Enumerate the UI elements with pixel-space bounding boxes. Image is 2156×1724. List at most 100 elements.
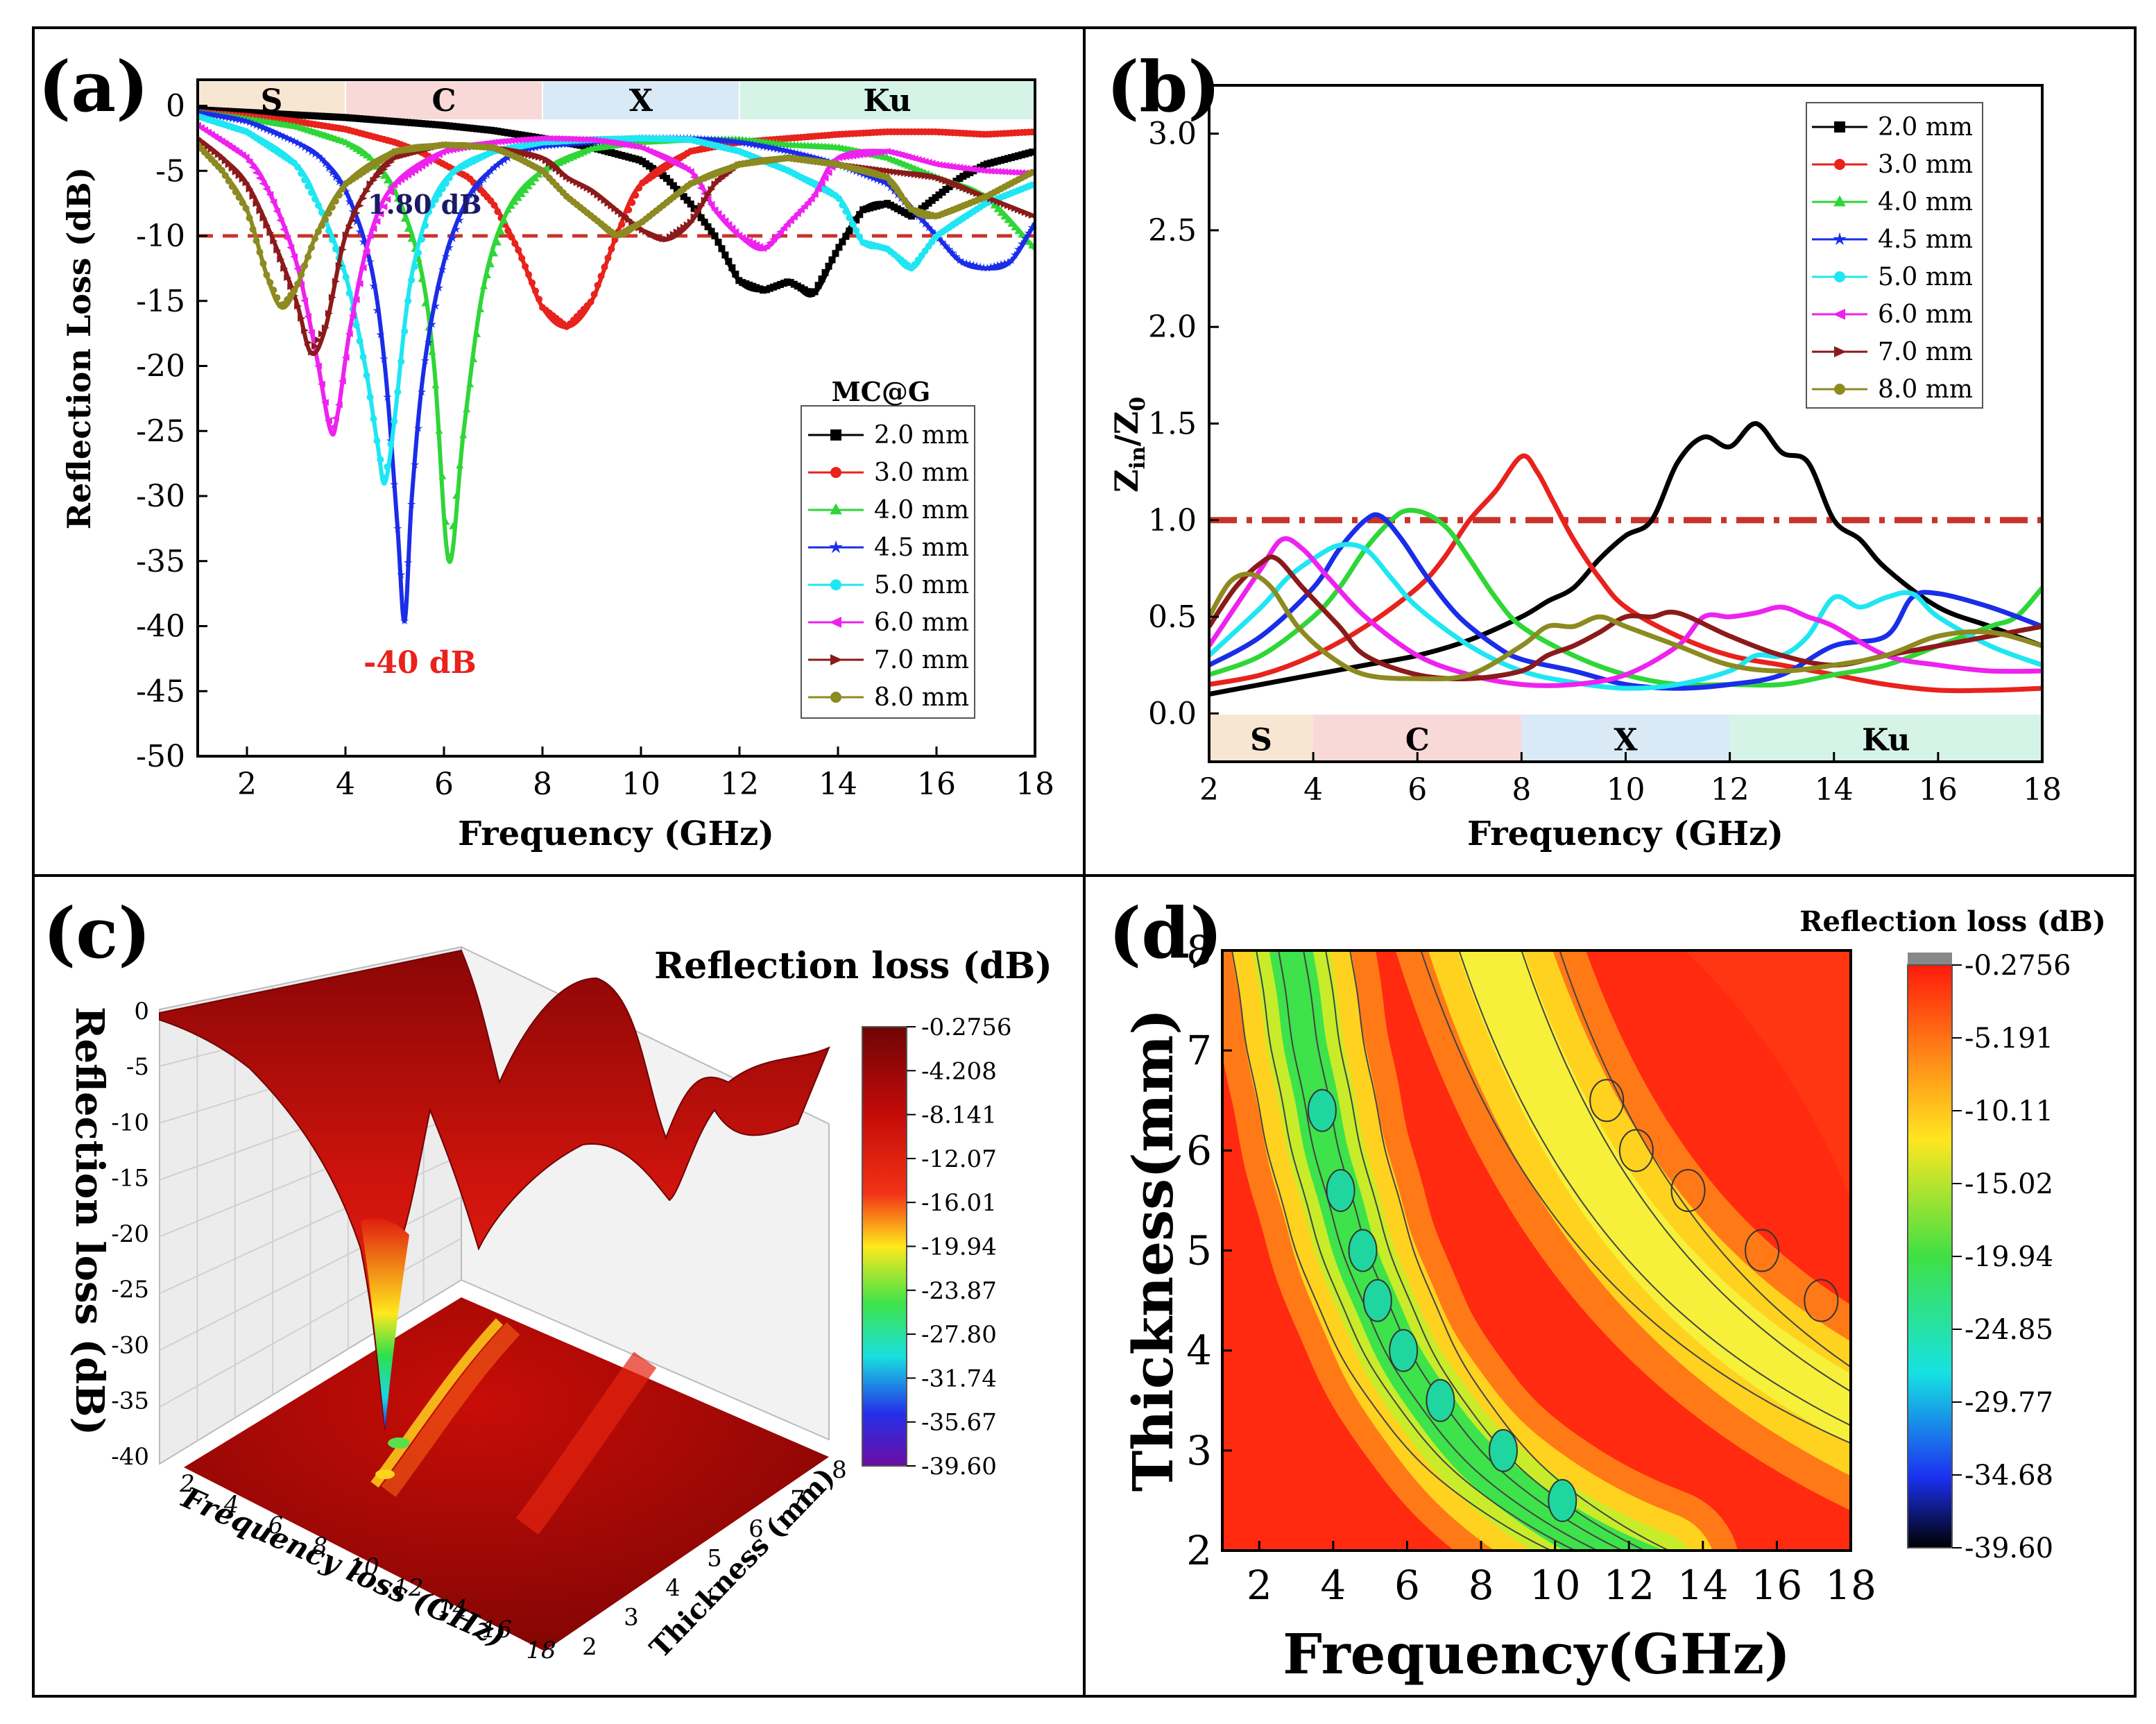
data-point — [504, 227, 512, 234]
data-point — [786, 217, 794, 225]
data-point — [356, 202, 364, 210]
data-point — [239, 176, 247, 183]
data-point — [379, 203, 388, 210]
data-point — [342, 273, 350, 281]
data-point — [286, 244, 295, 251]
data-point — [341, 187, 350, 196]
data-point — [407, 234, 416, 242]
data-point — [1007, 255, 1016, 264]
data-point — [776, 228, 784, 235]
data-point — [601, 264, 608, 271]
panel-c-zticks: 0 -5 -10 -15 -20 -25 -30 -35 -40 — [111, 998, 149, 1471]
data-point — [314, 336, 323, 343]
x-tick-label: 12 — [393, 1574, 423, 1602]
x-tick-label: 18 — [526, 1637, 556, 1664]
data-point — [253, 200, 261, 207]
data-point — [232, 188, 239, 196]
legend-marker — [830, 692, 841, 703]
data-point — [701, 219, 708, 226]
data-point — [789, 214, 798, 221]
data-point — [701, 196, 709, 204]
data-point — [266, 279, 274, 287]
data-point — [941, 241, 950, 250]
data-point — [377, 169, 385, 177]
data-point — [252, 121, 261, 129]
data-point — [979, 167, 988, 174]
data-point — [383, 196, 391, 203]
data-point — [303, 145, 313, 154]
legend-marker — [830, 467, 841, 478]
data-point — [1025, 238, 1033, 245]
data-point — [348, 311, 357, 319]
data-point — [383, 176, 391, 184]
data-point — [835, 195, 843, 203]
data-point — [290, 137, 299, 146]
y-tick-label: 5 — [707, 1545, 722, 1573]
data-point — [786, 147, 795, 156]
data-point — [721, 136, 730, 145]
data-point — [703, 135, 712, 144]
contour-line — [1521, 950, 1851, 1392]
x-tick-label: 14 — [1677, 1562, 1729, 1609]
data-point — [517, 190, 526, 197]
data-point — [286, 135, 296, 144]
panel-d-colorbar-ticks: -0.2756 -5.191 -10.11 -15.02 -19.94 -24.85 -29… — [1952, 950, 2071, 1564]
data-point — [225, 161, 233, 169]
data-point — [814, 185, 822, 193]
data-point — [218, 153, 226, 161]
data-point — [308, 189, 316, 196]
data-point — [986, 167, 995, 175]
x-tick-label: 14 — [819, 767, 857, 802]
data-point — [390, 480, 399, 488]
z-tick-label: -35 — [111, 1388, 149, 1415]
data-point — [490, 163, 499, 171]
panel-c-floor-spot — [375, 1469, 395, 1479]
data-point — [270, 237, 278, 245]
data-point — [359, 237, 368, 246]
x-tick-label: 16 — [482, 1616, 512, 1644]
data-point — [445, 146, 453, 154]
data-point — [253, 237, 260, 245]
data-point — [294, 163, 302, 171]
data-point — [321, 216, 329, 223]
legend-marker — [829, 617, 841, 628]
data-point — [428, 348, 436, 355]
data-point — [686, 168, 694, 176]
data-point — [528, 135, 536, 143]
data-point — [594, 282, 601, 289]
panel-d-heatmap — [1222, 950, 1851, 1551]
data-point — [376, 330, 385, 339]
data-point — [1028, 169, 1035, 176]
data-point — [328, 236, 336, 244]
data-point — [866, 172, 875, 181]
data-point — [993, 260, 1002, 269]
data-point — [298, 314, 306, 322]
panel-a-legend-title: MC@G — [832, 376, 931, 407]
x-tick-label: 8 — [1512, 772, 1531, 808]
panel-c-floor-band-second — [515, 1351, 657, 1535]
data-point — [814, 282, 822, 289]
data-point — [327, 423, 336, 431]
data-point — [853, 216, 860, 224]
data-point — [266, 126, 275, 135]
data-point — [1004, 216, 1012, 223]
legend-marker — [830, 654, 843, 665]
data-point — [869, 173, 878, 182]
x-tick-label: 16 — [1919, 772, 1958, 808]
data-point — [511, 198, 519, 205]
data-point — [611, 236, 619, 244]
data-point — [1017, 239, 1026, 248]
data-point — [507, 201, 515, 209]
data-point — [721, 217, 729, 225]
data-point — [766, 239, 774, 246]
x-tick-label: 4 — [1320, 1562, 1346, 1609]
data-point — [976, 167, 984, 174]
data-point — [366, 180, 375, 187]
legend-marker — [830, 503, 842, 515]
data-point — [486, 167, 495, 175]
data-point — [604, 254, 612, 262]
data-point — [504, 153, 513, 162]
panel-c-xticks: 24 6 8 10 12 14 16 18 — [179, 1470, 556, 1664]
legend-label: 2.0 mm — [1878, 113, 1973, 142]
svg-text:Zin/Z0: Zin/Z0 — [1108, 397, 1150, 493]
